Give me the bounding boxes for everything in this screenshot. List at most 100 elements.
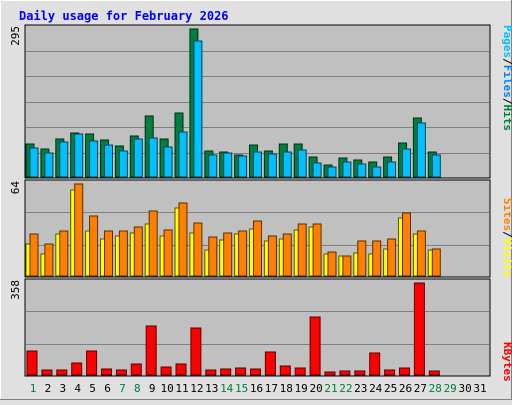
bar-files-day-10 bbox=[163, 146, 173, 178]
bar-kbytes-day-21 bbox=[324, 371, 336, 376]
day-label-11: 11 bbox=[175, 382, 188, 395]
bar-files-day-28 bbox=[431, 154, 441, 178]
bar-files-day-3 bbox=[59, 141, 69, 178]
day-label-19: 19 bbox=[295, 382, 308, 395]
label-sites: Sites bbox=[501, 198, 512, 231]
label-sep-3: / bbox=[501, 231, 512, 238]
label-pages: Pages bbox=[501, 25, 512, 58]
bar-files-day-14 bbox=[223, 152, 233, 178]
label-hits: Hits bbox=[501, 105, 512, 132]
bar-sites-day-16 bbox=[253, 220, 262, 277]
day-label-15: 15 bbox=[235, 382, 248, 395]
day-label-10: 10 bbox=[160, 382, 173, 395]
day-label-28: 28 bbox=[429, 382, 442, 395]
bar-kbytes-day-26 bbox=[399, 367, 410, 376]
bar-files-day-19 bbox=[297, 149, 307, 178]
bar-files-day-26 bbox=[402, 148, 411, 178]
label-sep-2: / bbox=[501, 98, 512, 105]
day-label-25: 25 bbox=[384, 382, 397, 395]
day-label-5: 5 bbox=[89, 382, 96, 395]
bar-kbytes-day-5 bbox=[86, 350, 98, 376]
bar-sites-day-20 bbox=[312, 223, 322, 277]
day-label-2: 2 bbox=[45, 382, 52, 395]
bar-sites-day-11 bbox=[178, 202, 188, 277]
panel-visits-bars bbox=[25, 183, 441, 277]
bar-kbytes-day-15 bbox=[235, 367, 247, 376]
day-label-18: 18 bbox=[280, 382, 293, 395]
bar-kbytes-day-10 bbox=[160, 366, 172, 376]
bar-files-day-27 bbox=[416, 122, 426, 178]
day-label-16: 16 bbox=[250, 382, 263, 395]
bar-sites-day-28 bbox=[431, 248, 441, 277]
bar-sites-day-12 bbox=[193, 222, 203, 277]
day-label-27: 27 bbox=[414, 382, 427, 395]
bar-sites-day-6 bbox=[104, 230, 113, 277]
day-label-6: 6 bbox=[104, 382, 111, 395]
bar-sites-day-27 bbox=[416, 230, 426, 277]
day-label-8: 8 bbox=[134, 382, 141, 395]
panel-kbytes-bars bbox=[26, 282, 440, 376]
label-sep-1: / bbox=[501, 58, 512, 65]
bar-files-day-12 bbox=[193, 40, 203, 178]
bar-files-day-24 bbox=[372, 166, 382, 178]
bar-sites-day-24 bbox=[372, 240, 382, 277]
bar-files-day-16 bbox=[253, 151, 262, 178]
bar-files-day-23 bbox=[357, 163, 367, 178]
bar-files-day-9 bbox=[148, 137, 158, 178]
x-axis-day-labels: 1 2 3 4 5 6 7 8 9 10 11 12 13 14 15 16 17 18 19 20 21 22 23 24 2… bbox=[30, 382, 487, 395]
bar-files-day-5 bbox=[89, 140, 99, 178]
bar-kbytes-day-27 bbox=[413, 282, 425, 376]
bar-kbytes-day-22 bbox=[339, 370, 351, 376]
bar-files-day-15 bbox=[238, 155, 248, 178]
bar-sites-day-4 bbox=[74, 183, 84, 277]
bar-kbytes-day-18 bbox=[279, 365, 291, 376]
panel-kbytes-plot-area bbox=[24, 278, 491, 377]
day-label-9: 9 bbox=[149, 382, 156, 395]
bar-files-day-2 bbox=[44, 152, 54, 178]
bar-kbytes-day-11 bbox=[175, 363, 187, 376]
day-label-13: 13 bbox=[205, 382, 218, 395]
panel-kbytes: 358 KBytes bbox=[9, 278, 512, 382]
bar-sites-day-17 bbox=[267, 235, 277, 277]
bar-sites-day-1 bbox=[29, 233, 39, 277]
bar-sites-day-7 bbox=[118, 230, 128, 277]
bar-kbytes-day-7 bbox=[115, 369, 127, 376]
bar-sites-day-3 bbox=[59, 230, 69, 277]
day-label-29: 29 bbox=[444, 382, 457, 395]
bar-sites-day-10 bbox=[163, 229, 173, 277]
bar-kbytes-day-24 bbox=[369, 352, 381, 376]
day-label-7: 7 bbox=[119, 382, 126, 395]
bar-files-day-7 bbox=[118, 150, 128, 178]
bar-sites-day-21 bbox=[327, 251, 337, 277]
bar-files-day-11 bbox=[178, 131, 188, 178]
bar-kbytes-day-2 bbox=[41, 369, 53, 376]
bar-kbytes-day-20 bbox=[309, 316, 321, 376]
day-label-14: 14 bbox=[220, 382, 234, 395]
label-kbytes: KBytes bbox=[501, 342, 512, 382]
bar-sites-day-2 bbox=[44, 243, 54, 277]
bar-files-day-4 bbox=[74, 133, 84, 178]
bar-sites-day-14 bbox=[223, 232, 233, 277]
bar-sites-day-13 bbox=[208, 236, 218, 277]
bar-files-day-20 bbox=[312, 162, 322, 178]
panel-hits-axis-label: Pages/Files/Hits bbox=[501, 25, 512, 131]
bar-files-day-18 bbox=[282, 151, 292, 178]
bar-kbytes-day-16 bbox=[250, 368, 261, 376]
bar-kbytes-day-19 bbox=[294, 367, 306, 376]
bar-sites-day-23 bbox=[357, 240, 367, 277]
bar-kbytes-day-12 bbox=[190, 327, 202, 376]
bar-sites-day-8 bbox=[133, 226, 143, 277]
panel-visits-max-label: 64 bbox=[9, 181, 22, 195]
bar-files-day-22 bbox=[342, 161, 352, 178]
day-label-20: 20 bbox=[309, 382, 322, 395]
chart-title: Daily usage for February 2026 bbox=[19, 9, 229, 23]
day-label-26: 26 bbox=[399, 382, 412, 395]
bar-sites-day-5 bbox=[89, 215, 99, 277]
bar-files-day-25 bbox=[387, 161, 397, 178]
panel-hits-max-label: 295 bbox=[9, 26, 22, 46]
day-label-24: 24 bbox=[369, 382, 383, 395]
bar-files-day-8 bbox=[133, 138, 143, 178]
bar-files-day-17 bbox=[267, 153, 277, 178]
panel-hits-files-pages: 295 Pages/Files/Hits bbox=[9, 24, 512, 179]
